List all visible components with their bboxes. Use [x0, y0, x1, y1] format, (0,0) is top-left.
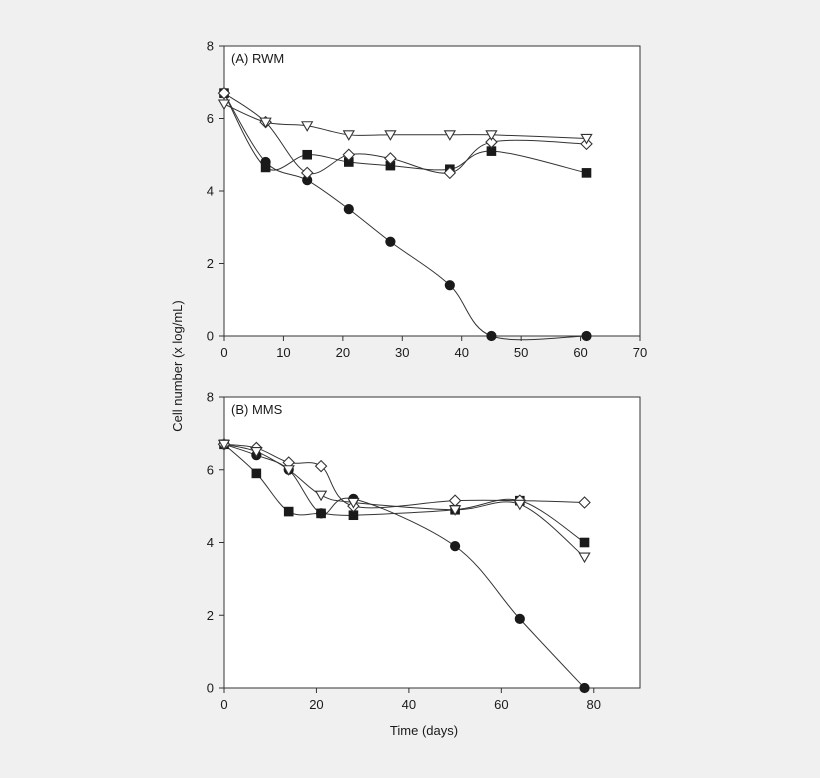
y-tick-label: 4: [207, 184, 214, 199]
open-triangle-marker: [314, 490, 328, 502]
open-triangle-marker: [259, 117, 272, 129]
filled-circle-marker: [450, 541, 461, 552]
open-triangle-marker: [301, 121, 314, 132]
open-triangle-marker: [217, 99, 231, 111]
filled-square-marker: [260, 162, 271, 173]
panel-label: (B) MMS: [231, 402, 283, 417]
y-tick-label: 6: [207, 111, 214, 126]
y-tick-label: 2: [207, 608, 214, 623]
filled-square-marker: [581, 168, 592, 178]
series-markers-open-diamond: [217, 86, 593, 180]
filled-square-marker: [579, 537, 590, 548]
x-tick-label: 50: [514, 345, 528, 360]
filled-square-marker: [302, 149, 312, 160]
open-triangle-marker: [443, 130, 456, 141]
x-tick-label: 80: [587, 697, 601, 712]
filled-circle-marker: [444, 280, 455, 291]
x-tick-label: 30: [395, 345, 409, 360]
open-diamond-marker: [342, 148, 356, 162]
x-tick-label: 60: [494, 697, 508, 712]
x-tick-label: 60: [573, 345, 587, 360]
open-triangle-marker: [282, 465, 295, 476]
x-tick-label: 0: [220, 345, 227, 360]
panel-a: 0 2 4 6 8 0 10 20 30 40 50 60 70 (A) RWM: [207, 39, 647, 361]
x-tick-label: 40: [402, 697, 416, 712]
open-triangle-marker: [448, 505, 462, 516]
open-diamond-marker: [314, 459, 328, 473]
open-diamond-marker: [384, 152, 397, 165]
y-tick-label: 2: [207, 256, 214, 271]
filled-circle-marker: [385, 236, 396, 247]
open-triangle-marker: [384, 130, 397, 141]
y-tick-label: 4: [207, 535, 214, 550]
filled-circle-marker: [486, 330, 497, 342]
open-diamond-marker: [217, 86, 231, 100]
x-tick-label: 0: [220, 697, 227, 712]
open-triangle-marker: [513, 499, 526, 511]
y-tick-label: 8: [207, 390, 214, 405]
filled-circle-marker: [343, 204, 354, 215]
open-diamond-marker: [300, 166, 314, 180]
x-tick-label: 10: [276, 345, 290, 360]
open-triangle-marker: [342, 130, 355, 141]
panel-label: (A) RWM: [231, 51, 284, 66]
plot-frame: [223, 396, 641, 689]
x-tick-label: 20: [336, 345, 350, 360]
y-tick-label: 0: [207, 681, 214, 696]
filled-square-marker: [316, 508, 326, 519]
open-triangle-marker: [250, 447, 263, 458]
filled-circle-marker: [581, 330, 592, 342]
y-axis-title: Cell number (x log/mL): [170, 300, 185, 432]
y-tick-label: 8: [207, 39, 214, 54]
x-tick-label: 40: [454, 345, 468, 360]
series-markers-open-triangle-down: [217, 99, 593, 145]
filled-square-marker: [251, 468, 262, 479]
open-triangle-marker: [217, 439, 231, 451]
filled-square-marker: [283, 506, 294, 517]
y-tick-label: 6: [207, 462, 214, 477]
filled-circle-marker: [579, 682, 590, 694]
y-tick-label: 0: [207, 329, 214, 344]
open-triangle-marker: [580, 133, 593, 145]
series-markers-open-triangle-down: [217, 439, 591, 564]
filled-circle-marker: [514, 613, 525, 624]
open-triangle-marker: [578, 552, 591, 564]
plot-frame: [223, 45, 641, 337]
x-tick-label: 20: [309, 697, 323, 712]
x-axis-title: Time (days): [390, 723, 458, 738]
open-diamond-marker: [578, 496, 591, 509]
open-diamond-marker: [485, 135, 498, 149]
x-tick-label: 70: [633, 345, 647, 360]
open-diamond-marker: [443, 166, 457, 180]
open-triangle-marker: [485, 130, 498, 141]
open-triangle-marker: [347, 497, 360, 509]
